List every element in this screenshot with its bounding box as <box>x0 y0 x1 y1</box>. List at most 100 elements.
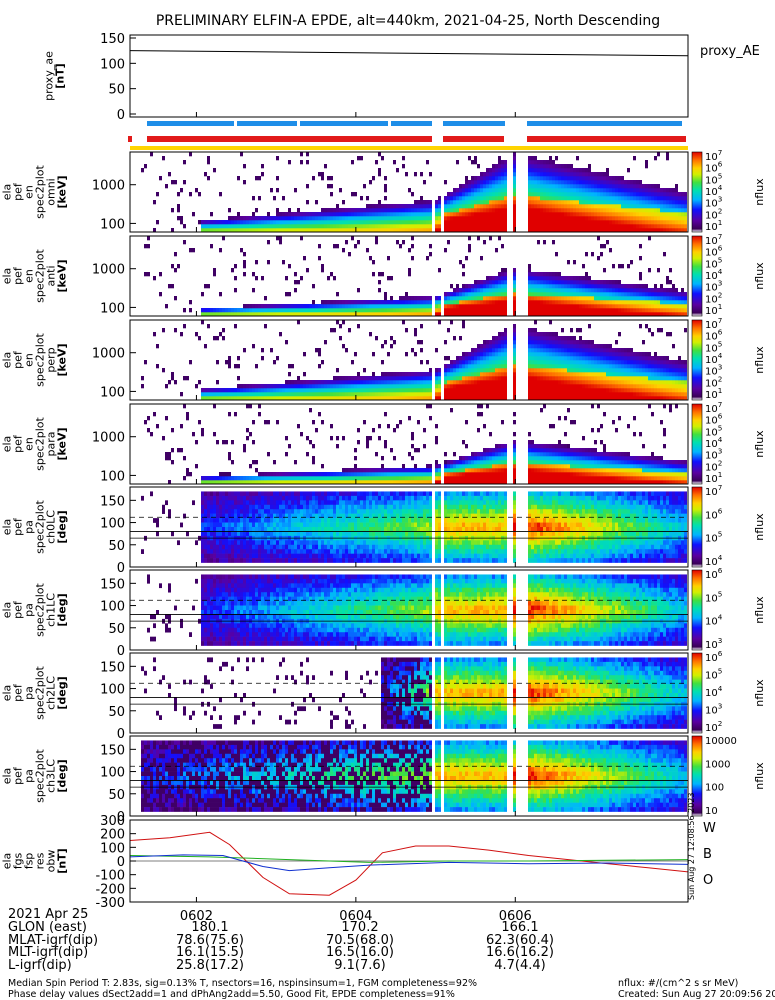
spec-cell <box>627 284 630 289</box>
spec-cell <box>369 216 372 221</box>
spec-cell <box>558 208 561 213</box>
spec-cell <box>684 328 687 333</box>
spec-cell <box>285 304 288 309</box>
spec-cell <box>660 296 663 301</box>
spec-cell <box>558 164 561 169</box>
spec-cell <box>546 272 549 277</box>
spec-cell <box>630 228 633 233</box>
spec-cell <box>468 368 471 373</box>
spec-cell <box>672 380 675 385</box>
spec-cell <box>303 228 306 233</box>
spec-cell <box>534 200 537 205</box>
spec-cell <box>270 388 273 393</box>
spec-cell <box>651 228 654 233</box>
spec-cell <box>348 228 351 233</box>
spec-cell <box>204 228 207 233</box>
spec-cell <box>603 312 606 317</box>
spec-cell <box>597 364 600 369</box>
spec-cell <box>495 224 498 229</box>
spec-cell <box>390 468 393 473</box>
spec-cell <box>453 312 456 317</box>
spec-cell <box>585 172 588 177</box>
spec-cell <box>405 220 408 225</box>
spec-cell <box>492 196 495 201</box>
spec-cell <box>291 312 294 317</box>
spec-cell <box>213 404 216 409</box>
spec-cell <box>294 280 297 285</box>
spec-cell <box>354 220 357 225</box>
spec-cell <box>426 480 429 485</box>
spec-cell <box>534 360 537 365</box>
spec-cell <box>618 200 621 205</box>
spec-cell <box>234 476 237 481</box>
spec-cell <box>342 224 345 229</box>
spec-cell <box>273 312 276 317</box>
y-label-line: spec2plot <box>34 165 47 219</box>
spec-cell <box>435 224 438 229</box>
spec-cell <box>258 224 261 229</box>
spec-cell <box>462 192 465 197</box>
spec-cell <box>666 224 669 229</box>
spec-cell <box>531 360 534 365</box>
spec-cell <box>414 376 417 381</box>
spec-cell <box>492 364 495 369</box>
spec-cell <box>450 220 453 225</box>
spec-cell <box>492 308 495 313</box>
spec-cell <box>612 388 615 393</box>
spec-cell <box>609 384 612 389</box>
spec-cell <box>669 288 672 293</box>
spec-cell <box>360 388 363 393</box>
spec-cell <box>201 228 204 233</box>
spec-cell <box>240 224 243 229</box>
spec-cell <box>678 384 681 389</box>
spec-cell <box>219 248 222 253</box>
spec-cell <box>549 176 552 181</box>
spec-cell <box>468 156 471 161</box>
spec-cell <box>234 412 237 417</box>
spec-cell <box>549 388 552 393</box>
spec-cell <box>573 192 576 197</box>
spec-cell <box>552 176 555 181</box>
spec-cell <box>309 472 312 477</box>
spec-cell <box>549 280 552 285</box>
spec-cell <box>285 308 288 313</box>
spec-cell <box>534 276 537 281</box>
spec-cell <box>642 296 645 301</box>
spec-cell <box>273 480 276 485</box>
spec-cell <box>351 472 354 477</box>
spec-cell <box>351 304 354 309</box>
spec-cell <box>477 380 480 385</box>
spec-cell <box>333 228 336 233</box>
spec-cell <box>405 212 408 217</box>
spec-cell <box>654 308 657 313</box>
spec-cell <box>561 192 564 197</box>
spec-cell <box>402 396 405 401</box>
spec-cell <box>630 208 633 213</box>
spec-cell <box>411 228 414 233</box>
spec-cell <box>513 384 516 389</box>
spec-cell <box>495 364 498 369</box>
spec-cell <box>663 292 666 297</box>
spec-cell <box>369 380 372 385</box>
spec-cell <box>411 296 414 301</box>
spec-cell <box>459 216 462 221</box>
spec-cell <box>456 372 459 377</box>
spec-cell <box>411 376 414 381</box>
spec-cell <box>267 392 270 397</box>
spec-cell <box>633 388 636 393</box>
spec-cell <box>477 480 480 485</box>
spec-cell <box>657 224 660 229</box>
spec-cell <box>537 164 540 169</box>
spec-cell <box>609 200 612 205</box>
spec-cell <box>579 328 582 333</box>
spec-cell <box>381 468 384 473</box>
spec-cell <box>486 200 489 205</box>
spec-cell <box>498 384 501 389</box>
spec-cell <box>429 312 432 317</box>
spec-cell <box>618 304 621 309</box>
spec-cell <box>552 352 555 357</box>
spec-cell <box>339 228 342 233</box>
spec-cell <box>396 304 399 309</box>
spec-cell <box>465 288 468 293</box>
spec-cell <box>453 224 456 229</box>
